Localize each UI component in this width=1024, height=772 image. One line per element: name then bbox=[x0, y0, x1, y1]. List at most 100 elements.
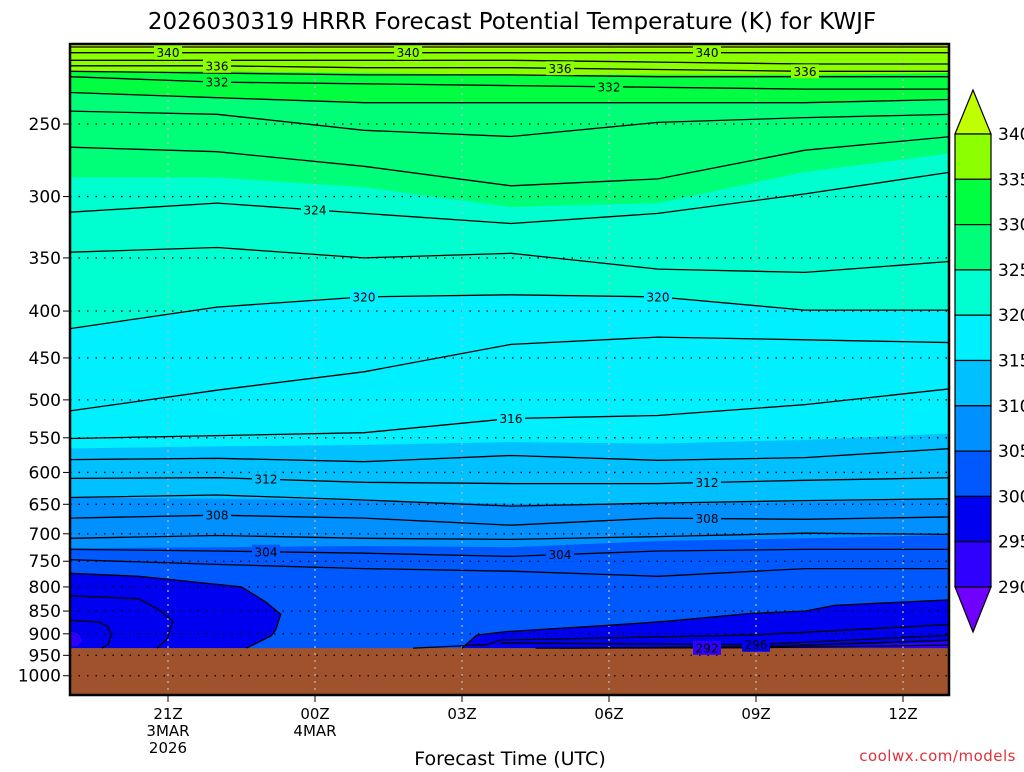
x-tick-label: 12Z bbox=[888, 705, 917, 723]
y-tick-label: 300 bbox=[29, 188, 61, 208]
contour-line-330 bbox=[70, 91, 949, 104]
contour-label-bg bbox=[394, 45, 423, 60]
contour-line-304 bbox=[70, 548, 949, 558]
y-tick-label: 900 bbox=[29, 625, 61, 645]
contour-line-300 bbox=[70, 572, 282, 649]
contour-label-336: 336 bbox=[794, 65, 817, 79]
contour-line-306 bbox=[70, 532, 949, 541]
contour-label-bg bbox=[350, 289, 378, 304]
contour-label-332: 332 bbox=[206, 76, 229, 90]
colorbar-label: 290 bbox=[998, 578, 1024, 598]
contour-label-320: 320 bbox=[353, 290, 376, 304]
colorbar-label: 340 bbox=[998, 125, 1024, 145]
contour-label-340: 340 bbox=[696, 46, 719, 60]
contour-line-300 bbox=[461, 599, 949, 649]
watermark: coolwx.com/models bbox=[859, 747, 1016, 765]
contour-label-292: 292 bbox=[696, 641, 719, 655]
contour-line-312 bbox=[70, 477, 949, 485]
colorbar-box-335 bbox=[954, 133, 992, 180]
pressure-axis: 250 300 350 400 450 500 550 600 650 700 750 800 850 9… bbox=[18, 115, 70, 687]
contour-label-bg bbox=[693, 475, 721, 490]
y-tick-label: 750 bbox=[29, 552, 61, 572]
y-tick-label: 850 bbox=[29, 602, 61, 622]
colorbar-label: 335 bbox=[998, 170, 1024, 190]
y-tick-label: 600 bbox=[29, 463, 61, 483]
y-tick-label: 950 bbox=[29, 646, 61, 666]
contour-line-318 bbox=[70, 336, 949, 412]
contour-label-312: 312 bbox=[255, 473, 278, 487]
contour-label-304: 304 bbox=[549, 548, 572, 562]
colorbar-label: 295 bbox=[998, 533, 1024, 553]
colorbar-box-310 bbox=[954, 359, 992, 407]
y-tick-label: 450 bbox=[29, 349, 61, 369]
colorbar-label: 300 bbox=[998, 487, 1024, 507]
contour-label-bg bbox=[693, 511, 721, 526]
contour-line-298 bbox=[412, 623, 949, 649]
y-tick-label: 1000 bbox=[18, 667, 61, 687]
contour-label-bg bbox=[497, 411, 525, 426]
colorbar-label: 330 bbox=[998, 216, 1024, 236]
chart-title: 2026030319 HRRR Forecast Potential Tempe… bbox=[148, 9, 876, 35]
contour-label-336: 336 bbox=[206, 59, 229, 73]
contour-label-340: 340 bbox=[157, 46, 180, 60]
contour-label-bg bbox=[252, 544, 280, 559]
colorbar-label: 305 bbox=[998, 442, 1024, 462]
contour-label-bg bbox=[791, 64, 819, 79]
colorbar-box-305 bbox=[954, 405, 992, 452]
colorbar-label: 320 bbox=[998, 306, 1024, 326]
contour-label-bg bbox=[203, 58, 231, 73]
contour-label-bg bbox=[203, 508, 231, 523]
contour-label-bg bbox=[644, 289, 672, 304]
contour-lines bbox=[70, 46, 949, 649]
contour-label-bg bbox=[595, 79, 623, 94]
contour-line-322 bbox=[70, 246, 949, 274]
contour-line-324 bbox=[70, 171, 949, 225]
contour-line-296 bbox=[70, 619, 112, 649]
x-axis-label: Forecast Time (UTC) bbox=[414, 748, 605, 768]
contour-label-bg bbox=[252, 472, 280, 487]
cold-pool-fill-295-0 bbox=[70, 573, 281, 649]
contour-line-320 bbox=[70, 294, 949, 330]
contour-line-298 bbox=[70, 595, 174, 649]
contour-label-296: 296 bbox=[745, 638, 768, 652]
contour-labels: 340 340 340 336 336 336 332 332 324 320 320 316 312 3… bbox=[154, 45, 819, 655]
contour-label-308: 308 bbox=[206, 509, 229, 523]
terrain-below-surface bbox=[70, 648, 949, 695]
colorbar-lower-triangle bbox=[954, 586, 992, 634]
colorbar-box-295 bbox=[954, 495, 992, 543]
contour-label-bg bbox=[693, 640, 721, 655]
contour-label-324: 324 bbox=[304, 204, 327, 218]
colorbar: 340 335 330 325 320 315 310 305 300 295 290 bbox=[954, 88, 1024, 634]
contour-label-bg bbox=[693, 45, 721, 60]
x-tick-label: 00Z bbox=[300, 705, 329, 723]
colorbar-label: 315 bbox=[998, 352, 1024, 372]
colorbar-box-300 bbox=[954, 450, 992, 498]
contour-label-bg bbox=[301, 203, 329, 218]
plot-frame bbox=[68, 42, 951, 697]
contour-label-332: 332 bbox=[598, 80, 621, 94]
contour-label-bg bbox=[546, 547, 574, 562]
colorbar-box-290 bbox=[954, 541, 992, 588]
contour-label-bg bbox=[203, 75, 231, 90]
contour-label-320: 320 bbox=[647, 290, 670, 304]
contour-line-302 bbox=[70, 559, 949, 577]
contour-label-bg bbox=[742, 637, 770, 652]
contour-label-304: 304 bbox=[255, 545, 278, 559]
colorbar-label: 325 bbox=[998, 261, 1024, 281]
contour-label-340: 340 bbox=[397, 46, 420, 60]
contour-line-310 bbox=[70, 494, 949, 507]
contour-label-308: 308 bbox=[696, 512, 719, 526]
cold-pool-fill-290-2 bbox=[70, 631, 83, 647]
x-tick-label: 4MAR bbox=[293, 722, 336, 740]
cold-pool-fill-295-1 bbox=[462, 599, 949, 649]
x-tick-label: 3MAR bbox=[146, 722, 189, 740]
contour-label-316: 316 bbox=[500, 412, 523, 426]
contour-label-bg bbox=[546, 61, 574, 76]
x-tick-label: 09Z bbox=[741, 705, 770, 723]
y-tick-label: 350 bbox=[29, 249, 61, 269]
contour-label-336: 336 bbox=[549, 62, 572, 76]
contour-line-326 bbox=[70, 136, 949, 187]
colorbar-box-330 bbox=[954, 178, 992, 226]
